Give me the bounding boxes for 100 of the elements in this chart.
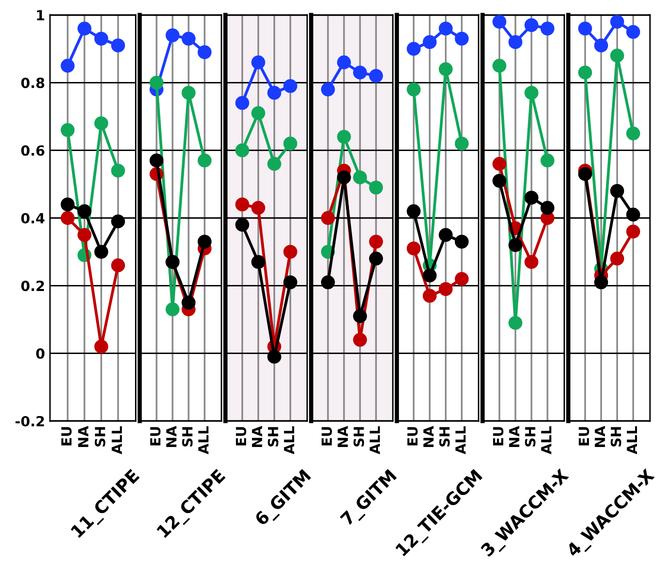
point (111, 258, 126, 272)
point (454, 32, 469, 46)
point (251, 200, 266, 215)
x-tick-label: ALL (541, 426, 552, 454)
x-tick-label: NA (252, 426, 262, 447)
x-tick-label: NA (423, 426, 434, 447)
point (353, 309, 367, 324)
point (369, 180, 383, 194)
point (422, 268, 437, 282)
y-tick-label: 0 (36, 348, 44, 359)
point (321, 82, 335, 96)
point (60, 198, 75, 212)
x-tick-label: NA (594, 426, 605, 447)
x-tick-label: SH (182, 427, 193, 446)
point (337, 130, 351, 144)
x-tick-label: SH (524, 427, 536, 446)
point (94, 32, 108, 46)
x-tick-label: ALL (626, 426, 638, 454)
point (540, 200, 554, 215)
point (78, 228, 92, 242)
x-tick-label: EU (150, 427, 161, 446)
point (610, 15, 624, 29)
point (283, 136, 298, 151)
point (353, 332, 367, 347)
point (508, 238, 522, 252)
point (524, 18, 538, 32)
point (182, 86, 196, 100)
point (111, 164, 126, 178)
point (594, 275, 608, 290)
point (492, 15, 506, 29)
point (406, 42, 421, 56)
point (492, 174, 506, 188)
point (406, 82, 421, 96)
x-tick-label: EU (236, 427, 246, 446)
x-tick-label: SH (94, 427, 106, 446)
point (369, 68, 383, 83)
point (166, 28, 180, 42)
x-tick-label: SH (268, 427, 278, 446)
point (251, 106, 266, 120)
point (578, 167, 592, 181)
point (111, 38, 126, 52)
point (594, 38, 608, 52)
point (235, 218, 250, 232)
point (422, 288, 437, 303)
x-tick-label: NA (166, 426, 176, 447)
point (235, 96, 250, 110)
point (626, 224, 640, 238)
point (166, 302, 180, 316)
point (369, 252, 383, 266)
point (283, 275, 298, 290)
x-tick-label: ALL (370, 426, 380, 454)
x-tick-label: SH (354, 427, 364, 446)
y-tick-label: 0.8 (21, 78, 44, 88)
point (492, 156, 506, 171)
point (578, 66, 592, 80)
point (540, 22, 554, 36)
y-tick-label: 0.6 (21, 145, 44, 156)
point (540, 154, 554, 168)
x-tick-label: EU (407, 427, 418, 446)
point (508, 316, 522, 330)
point (60, 211, 75, 225)
x-tick-label: EU (493, 427, 504, 446)
point (353, 170, 367, 184)
x-tick-label: SH (610, 427, 622, 446)
point (198, 45, 212, 60)
y-tick-label: -0.2 (16, 416, 44, 426)
point (610, 252, 624, 266)
y-tick-label: 1 (37, 10, 44, 20)
point (626, 24, 640, 39)
x-tick-label: ALL (455, 426, 466, 454)
x-tick-label: NA (509, 426, 520, 447)
point (454, 272, 469, 286)
point (78, 22, 92, 36)
point (150, 76, 164, 90)
x-tick-label: SH (439, 427, 450, 446)
point (251, 255, 266, 269)
y-tick-label: 0.2 (21, 280, 44, 292)
point (150, 154, 164, 168)
point (454, 136, 469, 151)
point (321, 211, 335, 225)
x-tick-label: NA (338, 426, 348, 447)
point (182, 32, 196, 46)
x-tick-label: EU (61, 427, 72, 446)
point (438, 282, 453, 296)
point (406, 204, 421, 218)
point (198, 154, 212, 168)
x-tick-label: ALL (284, 426, 294, 454)
point (337, 170, 351, 184)
point (182, 296, 196, 310)
point (438, 62, 453, 76)
point (610, 184, 624, 198)
point (454, 234, 469, 249)
point (353, 66, 367, 80)
point (60, 58, 75, 73)
point (508, 35, 522, 50)
point (337, 55, 351, 70)
point (422, 35, 437, 50)
point (60, 123, 75, 137)
point (267, 156, 282, 171)
point (369, 234, 383, 249)
